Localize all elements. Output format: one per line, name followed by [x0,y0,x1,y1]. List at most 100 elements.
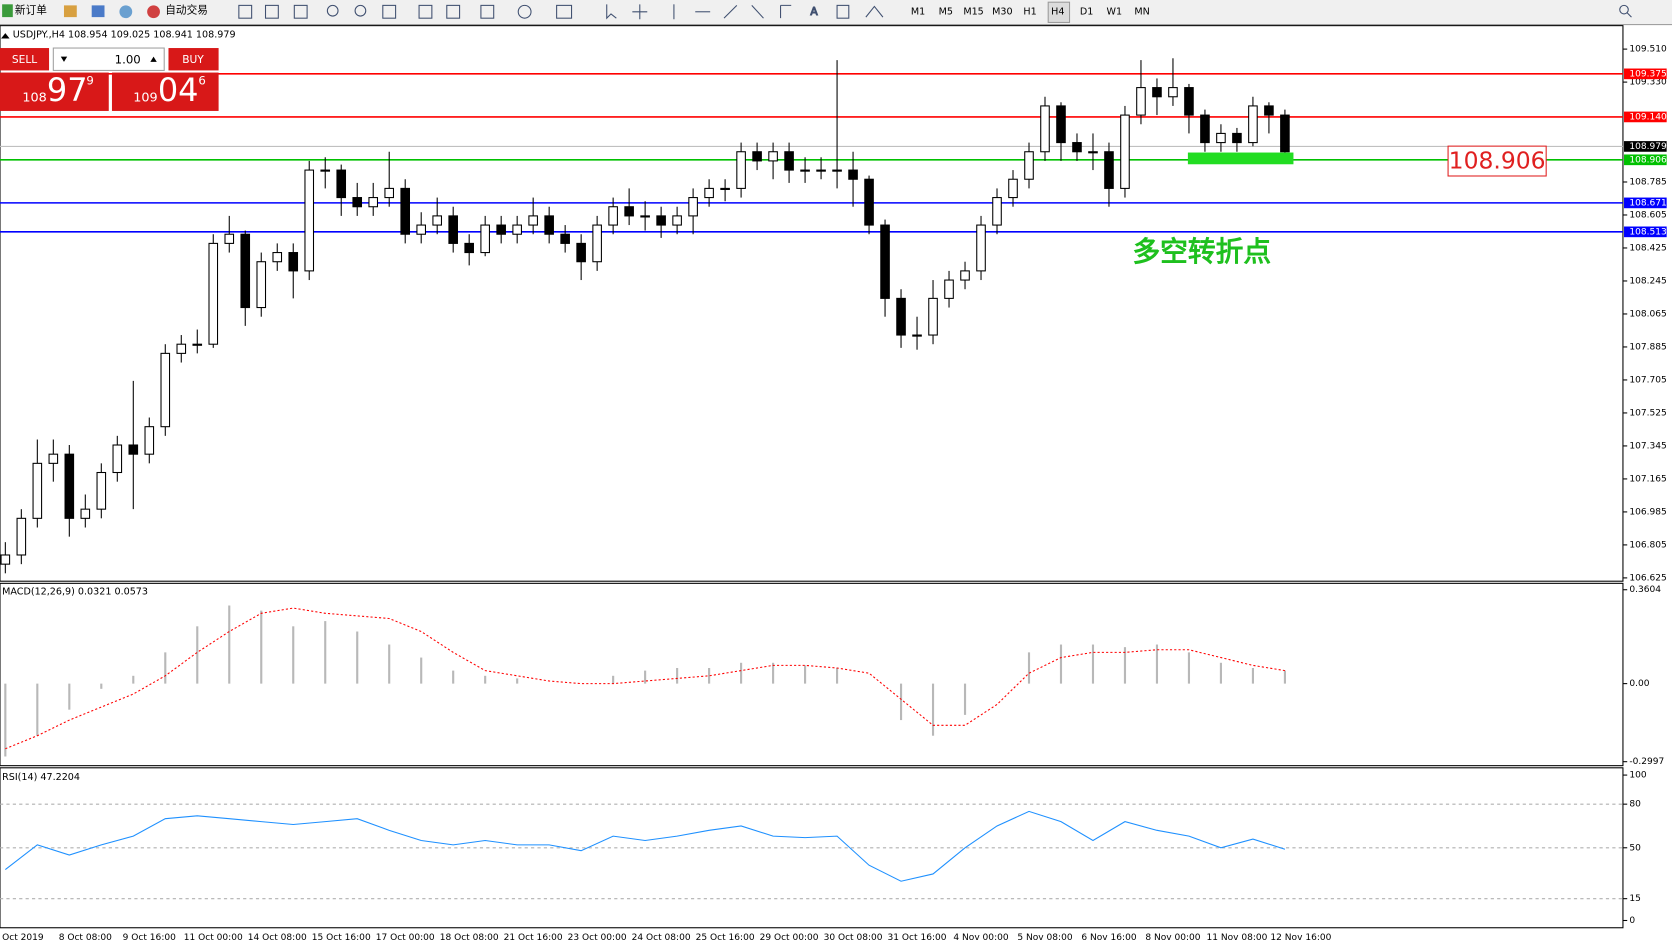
sell-label[interactable]: SELL [12,53,37,66]
callout: 108.906 [1449,147,1546,175]
price-pane [0,25,1624,582]
candle-body [1072,142,1082,153]
x-tick-label: 15 Oct 16:00 [312,933,371,943]
x-tick-label: 8 Oct 08:00 [59,933,112,943]
current-price: 108.979 [1629,142,1667,152]
macd-label: MACD(12,26,9) 0.0321 0.0573 [2,586,148,597]
auto-trading[interactable]: 自动交易 [165,4,208,17]
y-tick-label: 109.330 [1629,78,1667,88]
timeframe[interactable]: M15 [963,6,983,17]
candle-body [336,169,347,199]
collapse-icon[interactable] [1,33,10,39]
timeframe[interactable]: MN [1134,6,1149,17]
x-tick-label: 18 Oct 08:00 [440,933,499,943]
candle-body [544,215,554,235]
lot-up[interactable] [150,56,157,62]
ask-box[interactable] [111,72,219,111]
new-order-icon[interactable] [2,4,13,18]
ask-pips[interactable]: 04 [158,71,199,109]
candle-body [32,462,43,519]
tool-icon[interactable] [63,5,77,18]
candle-body [720,187,730,191]
bid-box[interactable] [0,72,109,111]
x-tick-label: 8 Nov 00:00 [1145,933,1200,943]
candle-body [0,554,11,565]
timeframe[interactable]: M5 [939,6,953,17]
buy-button[interactable] [168,48,219,71]
candle-body [1168,87,1178,98]
candle-body [640,215,650,218]
level-label: 108.513 [1629,227,1667,237]
candle-body [928,297,938,336]
tool-icon[interactable] [119,5,133,19]
macd-pane [0,582,1624,767]
candle-body [272,252,283,263]
y-tick-label: 15 [1629,894,1641,904]
x-tick-label: 30 Oct 08:00 [824,933,883,943]
rsi-line [5,810,1286,882]
bid-pips[interactable]: 97 [47,71,88,109]
timeframe[interactable]: H4 [1051,6,1064,17]
timeframe[interactable]: H1 [1023,6,1036,17]
x-tick-label: 23 Oct 00:00 [568,933,627,943]
y-tick-label: 107.165 [1629,474,1666,484]
candle-body [768,151,778,162]
candle-body [320,169,331,172]
timeframe[interactable]: D1 [1080,6,1093,17]
candle-body [48,453,59,464]
bid-fraction[interactable]: 9 [86,74,93,88]
candle-body [256,261,267,309]
level-tag [1624,197,1667,209]
level-tag [1624,154,1667,166]
y-tick-label: 108.245 [1629,276,1666,286]
candle-body [1232,132,1242,144]
ask-fraction[interactable]: 6 [198,74,205,88]
candle-body [240,233,251,309]
ask-big-figure[interactable]: 109 [133,91,157,106]
level-label: 108.906 [1629,155,1667,165]
y-tick-label: 106.805 [1629,540,1666,550]
y-tick-label: 108.605 [1629,210,1666,220]
candle-body [208,242,219,345]
y-tick-label: 0 [1629,916,1635,926]
candle-body [480,224,490,254]
sell-button[interactable] [0,48,50,71]
x-tick-label: 12 Nov 16:00 [1270,933,1331,943]
y-tick-label: 106.625 [1629,573,1666,583]
buy-label[interactable]: BUY [182,53,204,66]
candle-body [976,224,986,272]
candle-body [400,187,411,235]
x-tick-label: 14 Oct 08:00 [248,933,307,943]
y-tick-label: 106.985 [1629,507,1666,517]
candle-body [992,197,1002,226]
x-tick-label: 25 Oct 16:00 [696,933,755,943]
candle-body [1088,151,1098,154]
tool-icons[interactable]: A [238,4,1632,20]
timeframe[interactable]: W1 [1107,6,1123,17]
candle-body [1024,151,1034,180]
x-tick-label: 5 Nov 08:00 [1017,933,1072,943]
lot-value[interactable]: 1.00 [115,52,141,66]
candle-body [848,169,858,180]
timeframe[interactable]: M30 [992,6,1012,17]
candle-body [448,215,458,244]
candle-body [224,233,235,244]
new-order[interactable]: 新订单 [15,4,47,17]
candle-body [368,197,379,208]
tool-icon[interactable] [91,5,105,18]
y-tick-label: 0.3604 [1629,585,1661,595]
level-tag [1624,226,1667,238]
candle-body [384,187,395,199]
timeframe[interactable]: M1 [911,6,925,17]
lot-down[interactable] [60,56,68,62]
auto-trade-icon[interactable] [147,5,160,19]
lot-input[interactable] [52,47,165,71]
current-price-tag [1624,141,1667,152]
highlight-bar [1187,152,1294,165]
candle-body [80,508,91,519]
bid-big-figure[interactable]: 108 [22,91,46,106]
y-tick-label: 107.885 [1629,342,1666,352]
x-tick-label: 17 Oct 00:00 [376,933,435,943]
candle-body [864,178,874,226]
candle-body [1248,105,1258,144]
